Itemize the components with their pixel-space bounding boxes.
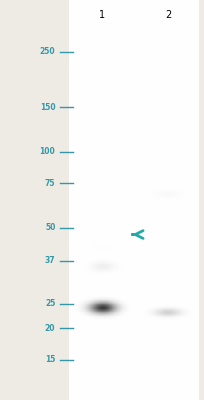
Text: 100: 100 <box>39 147 55 156</box>
Text: 75: 75 <box>45 179 55 188</box>
Bar <box>139 0 196 400</box>
Text: 37: 37 <box>44 256 55 265</box>
Text: 15: 15 <box>45 355 55 364</box>
Text: 20: 20 <box>45 324 55 332</box>
Text: 2: 2 <box>164 10 170 20</box>
Text: 1: 1 <box>99 10 105 20</box>
Text: 250: 250 <box>40 47 55 56</box>
Bar <box>73 0 131 400</box>
Text: 50: 50 <box>45 223 55 232</box>
Text: 25: 25 <box>45 299 55 308</box>
Text: 150: 150 <box>40 103 55 112</box>
